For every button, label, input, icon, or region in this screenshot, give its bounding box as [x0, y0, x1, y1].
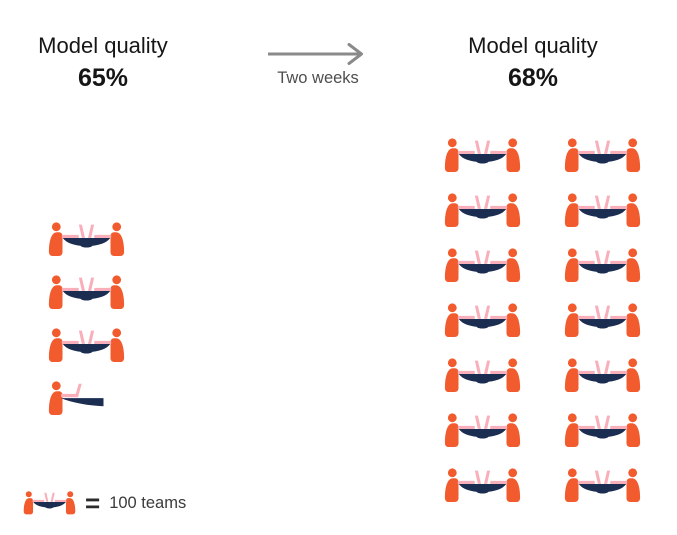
right-arrow-icon: [268, 43, 363, 65]
after-value: 68%: [507, 64, 559, 92]
after-title: Model quality: [468, 33, 598, 58]
team-icon: [444, 248, 521, 282]
team-icon: [564, 303, 641, 337]
legend-icon-slot: [23, 491, 76, 515]
team-icon: [444, 303, 521, 337]
team-icon: [564, 138, 641, 172]
transition-block: Two weeks: [260, 42, 376, 88]
before-value: 65%: [77, 64, 129, 92]
team-icon-half: [48, 381, 104, 415]
legend-team-icon: [23, 491, 76, 515]
after-icons: [444, 138, 641, 503]
before-title-block: Model quality 65%: [14, 33, 192, 93]
after-title-block: Model quality 68%: [444, 33, 622, 93]
team-icon: [48, 222, 125, 256]
team-icon: [444, 138, 521, 172]
team-icon: [48, 328, 125, 362]
team-icon: [444, 468, 521, 502]
before-title: Model quality: [38, 33, 168, 58]
team-icon: [564, 193, 641, 227]
team-icon: [48, 275, 125, 309]
transition-label: Two weeks: [277, 69, 359, 87]
team-icon: [444, 193, 521, 227]
team-icon: [564, 358, 641, 392]
team-icon: [444, 358, 521, 392]
legend-equals: =: [85, 488, 101, 518]
legend: = 100 teams: [23, 488, 187, 518]
team-icon: [444, 413, 521, 447]
team-icon: [564, 468, 641, 502]
legend-label: 100 teams: [109, 493, 187, 512]
team-icon: [564, 248, 641, 282]
team-icon: [564, 413, 641, 447]
before-icons: [48, 222, 125, 416]
